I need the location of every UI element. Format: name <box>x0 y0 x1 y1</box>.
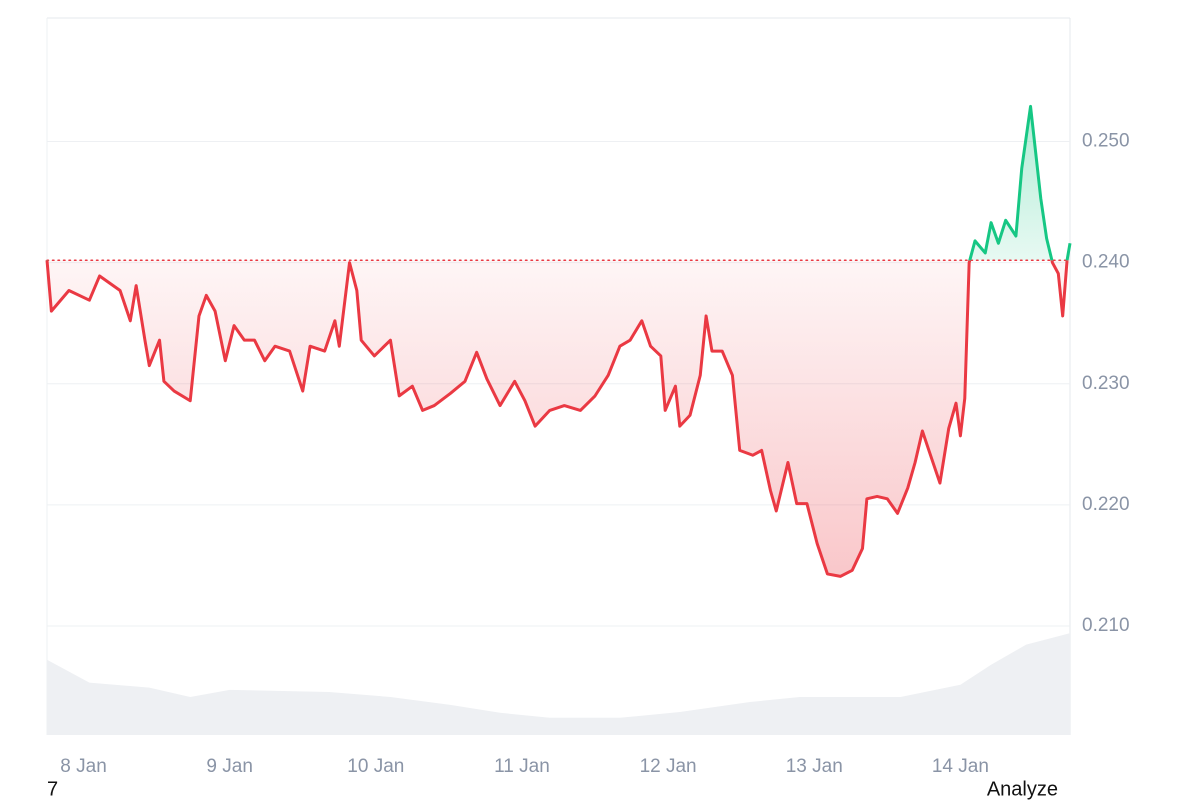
price-line-below <box>45 260 1069 578</box>
x-tick-label: 10 Jan <box>347 756 404 777</box>
plot: 0.210 0.220 0.230 0.240 0.250 8 Jan 9 Jan 10 Ja… <box>45 104 1130 777</box>
x-tick-label: 9 Jan <box>206 756 252 777</box>
area-above <box>969 106 1070 261</box>
y-tick-label: 0.210 <box>1082 615 1130 636</box>
x-tick-label: 8 Jan <box>60 756 106 777</box>
x-tick-label: 12 Jan <box>640 756 697 777</box>
volume-area <box>47 633 1070 735</box>
x-tick-label: 11 Jan <box>494 756 550 777</box>
y-tick-label: 0.220 <box>1082 494 1130 515</box>
x-tick-label: 13 Jan <box>786 756 843 777</box>
y-tick-label: 0.230 <box>1082 373 1130 394</box>
analyze-button[interactable]: Analyze <box>987 778 1058 800</box>
footer-left: 7 <box>47 778 58 800</box>
area-below <box>47 260 1070 577</box>
y-tick-label: 0.250 <box>1082 131 1130 152</box>
y-tick-label: 0.240 <box>1082 252 1130 273</box>
x-tick-label: 14 Jan <box>932 756 989 777</box>
